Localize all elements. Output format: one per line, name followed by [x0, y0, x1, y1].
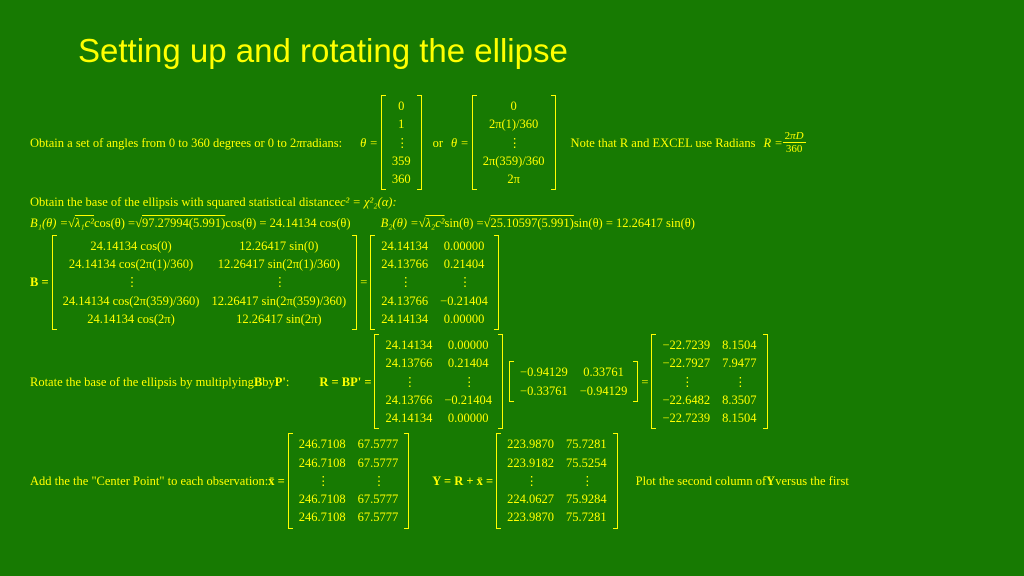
r-result-matrix: −22.7239−22.7927⋮−22.6482−22.7239 8.1504…: [651, 334, 767, 429]
rbp-eq: R = BP' =: [319, 374, 371, 390]
text-plot: Plot the second column of: [636, 473, 767, 489]
sqrt-v1: 97.27994(5.991): [142, 215, 225, 231]
row-base-dist: Obtain the base of the ellipsis with squ…: [30, 194, 994, 210]
y-eq: Y = R + x̄ =: [432, 473, 493, 489]
text-or: or: [433, 135, 443, 151]
text-colon: :: [286, 374, 289, 390]
xbar-matrix: 246.7108246.7108⋮246.7108246.7108 67.577…: [288, 433, 410, 528]
y-matrix: 223.9870223.9182⋮224.0627223.9870 75.728…: [496, 433, 618, 528]
b2-sin: sin(θ) =: [445, 215, 484, 231]
xbar-eq: x̄ =: [268, 473, 285, 489]
eq-2: =: [641, 374, 648, 390]
text-by: by: [262, 374, 275, 390]
c2-eq: c² = χ²₂(α):: [340, 194, 397, 210]
theta-rad-matrix: 02π(1)/360⋮2π(359)/3602π: [472, 95, 556, 190]
r-matrix-1: 24.1413424.13766⋮24.1376624.14134 0.0000…: [374, 334, 503, 429]
b2-lhs: B₂(θ) =: [381, 215, 419, 231]
text-l2: Obtain the base of the ellipsis with squ…: [30, 194, 340, 210]
row-center: Add the the "Center Point" to each obser…: [30, 433, 994, 528]
b1-cos: cos(θ) =: [94, 215, 135, 231]
text-rotate: Rotate the base of the ellipsis by multi…: [30, 374, 254, 390]
row-b-formulas: B₁(θ) = √λ₁c² cos(θ) = √97.27994(5.991) …: [30, 215, 994, 231]
b2-result: sin(θ) = 12.26417 sin(θ): [574, 215, 695, 231]
eq-1: =: [360, 274, 367, 290]
text-l1a: Obtain a set of angles from 0 to 360 deg…: [30, 135, 296, 151]
sqrt-l1c2: λ₁c²: [75, 215, 94, 231]
content-area: Obtain a set of angles from 0 to 360 deg…: [30, 95, 994, 533]
sqrt-l2c2: λ₂c²: [425, 215, 444, 231]
theta-eq-1: θ =: [360, 135, 378, 151]
b-eq: B =: [30, 274, 49, 290]
row-angles: Obtain a set of angles from 0 to 360 deg…: [30, 95, 994, 190]
theta-deg-matrix: 01⋮359360: [381, 95, 422, 190]
row-rotate: Rotate the base of the ellipsis by multi…: [30, 334, 994, 429]
p-matrix: −0.94129−0.33761 0.33761−0.94129: [509, 361, 638, 402]
text-l1b: radians:: [303, 135, 343, 151]
row-b-matrix: B = 24.14134 cos(0)24.14134 cos(2π(1)/36…: [30, 235, 994, 330]
page-title: Setting up and rotating the ellipse: [78, 32, 568, 70]
text-note-radians: Note that R and EXCEL use Radians: [571, 135, 756, 151]
b-matrix-trig: 24.14134 cos(0)24.14134 cos(2π(1)/360)⋮2…: [52, 235, 358, 330]
b1-lhs: B₁(θ) =: [30, 215, 68, 231]
r-formula-lhs: R =: [763, 135, 782, 151]
sqrt-v2: 25.10597(5.991): [490, 215, 573, 231]
theta-eq-2: θ =: [451, 135, 469, 151]
r-formula-frac: 2πD360: [783, 130, 806, 155]
text-center: Add the the "Center Point" to each obser…: [30, 473, 268, 489]
b-matrix-num: 24.1413424.13766⋮24.1376624.14134 0.0000…: [370, 235, 499, 330]
b1-result: cos(θ) = 24.14134 cos(θ): [225, 215, 350, 231]
text-versus: versus the first: [775, 473, 849, 489]
